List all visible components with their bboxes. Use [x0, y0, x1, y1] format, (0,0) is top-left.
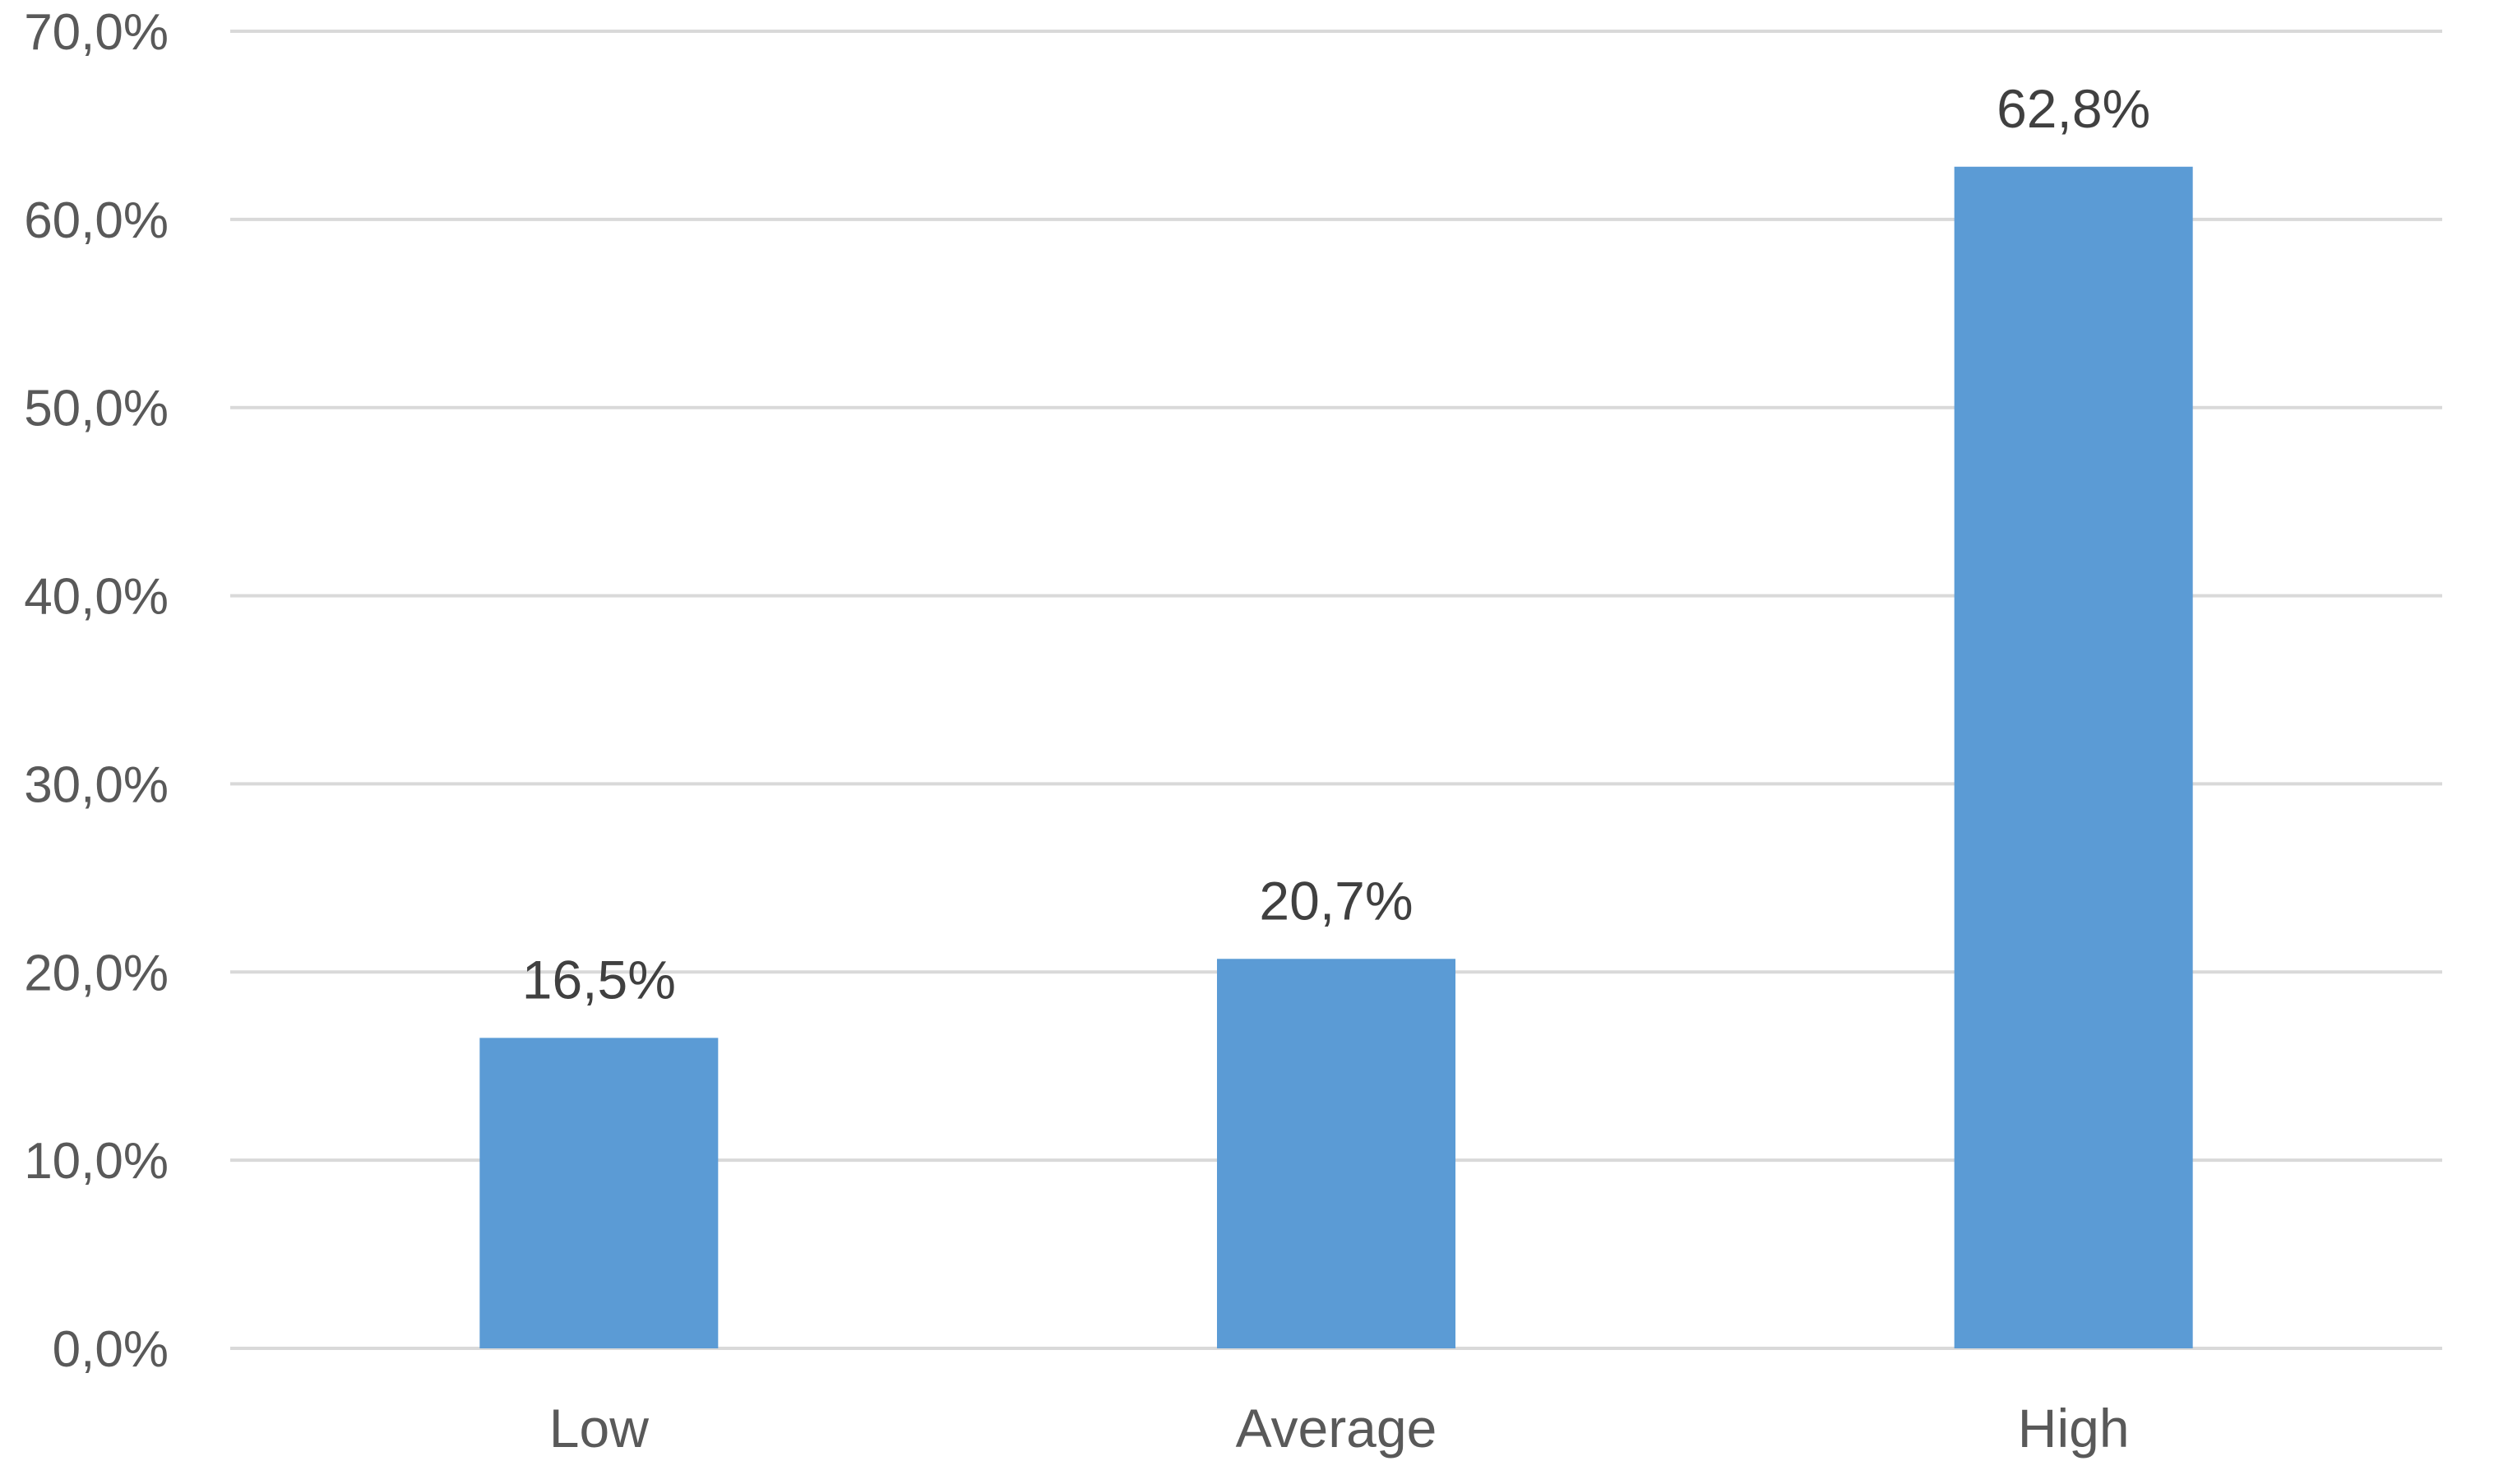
x-axis-category-labels: Low Average High [549, 1398, 2130, 1459]
y-tick-label: 0,0% [53, 1321, 169, 1378]
bar-high [1954, 166, 2193, 1349]
x-category-label-high: High [2018, 1398, 2130, 1459]
y-tick-label: 60,0% [24, 192, 169, 249]
y-tick-label: 10,0% [24, 1133, 169, 1190]
y-tick-label: 70,0% [24, 4, 169, 61]
data-labels: 16,5% 20,7% 62,8% [522, 78, 2150, 1010]
bar-low [479, 1038, 719, 1348]
x-category-label-low: Low [549, 1398, 649, 1459]
y-tick-label: 20,0% [24, 945, 169, 1001]
y-tick-label: 50,0% [24, 381, 169, 437]
data-label-high: 62,8% [1997, 78, 2150, 139]
data-label-low: 16,5% [522, 949, 676, 1010]
bars [479, 166, 2193, 1349]
y-tick-label: 40,0% [24, 569, 169, 626]
y-tick-label: 30,0% [24, 756, 169, 813]
bar-average [1217, 959, 1455, 1348]
x-category-label-average: Average [1236, 1398, 1437, 1459]
data-label-average: 20,7% [1259, 870, 1413, 931]
y-axis-tick-labels: 0,0% 10,0% 20,0% 30,0% 40,0% 50,0% 60,0% 70,0% [24, 4, 169, 1378]
